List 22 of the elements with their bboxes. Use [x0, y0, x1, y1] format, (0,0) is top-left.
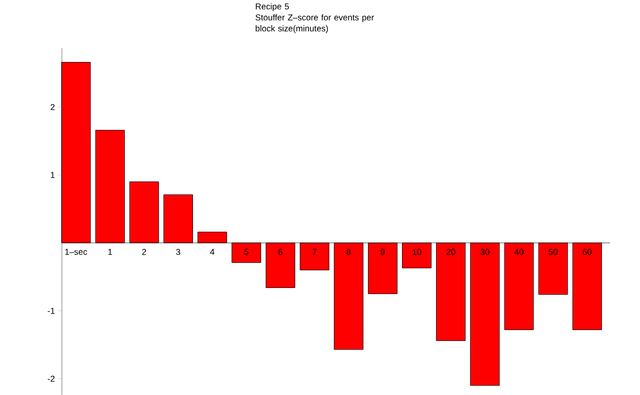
x-tick-label: 1–sec: [65, 248, 88, 255]
x-tick-label: 8: [346, 248, 351, 255]
chart-subtitle: Stouffer Z–score for events per block size(minutes): [256, 14, 374, 34]
x-tick-label: 20: [446, 248, 456, 255]
x-tick-label: 1: [108, 248, 112, 255]
x-tick-label: 9: [380, 248, 385, 255]
x-tick-label: 10: [412, 248, 422, 255]
x-tick-label: 2: [142, 248, 146, 255]
x-tick-label: 60: [582, 248, 592, 255]
chart-title: Recipe 5: [256, 3, 289, 12]
y-tick-label: 2: [50, 104, 55, 110]
x-tick-label: 4: [210, 248, 214, 255]
x-tick-label: 50: [548, 248, 558, 255]
x-tick-label: 3: [176, 248, 180, 255]
x-tick-label: 30: [480, 248, 490, 255]
y-tick-label: -1: [48, 308, 55, 314]
x-tick-label: 6: [278, 248, 282, 255]
x-tick-label: 40: [514, 248, 524, 255]
x-tick-label: 7: [312, 248, 316, 255]
y-tick-label: 1: [50, 172, 55, 178]
x-tick-label: 5: [244, 248, 248, 255]
y-tick-label: -2: [48, 376, 55, 382]
